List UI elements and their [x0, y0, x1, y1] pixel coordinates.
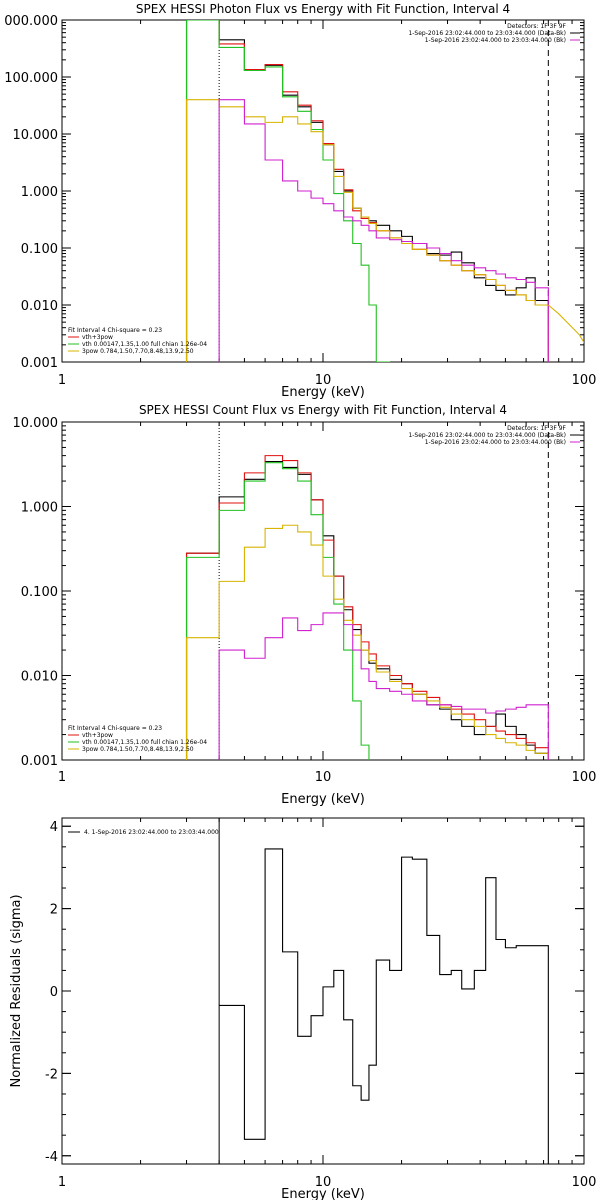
series-line-residuals [219, 848, 549, 1164]
y-axis-label: Normalized Residuals (sigma) [9, 894, 24, 1087]
series-group [219, 848, 549, 1164]
y-tick-label: 0.001 [21, 754, 58, 769]
legend-text: vth 0.00147,1.35,1.00 full chian 1.26e-0… [82, 341, 207, 348]
chart-title: SPEX HESSI Count Flux vs Energy with Fit… [139, 403, 507, 417]
plot-frame [61, 19, 585, 363]
series-line-data [185, 461, 549, 760]
y-tick-label: 10.000 [13, 128, 59, 143]
y-tick-label: -4 [45, 1150, 58, 1165]
y-tick-label: 4 [50, 820, 58, 835]
y-tick-label: 0 [50, 985, 58, 1000]
series-group [185, 455, 549, 760]
series-line-bk [218, 612, 549, 760]
series-line-vth+3pow [185, 455, 549, 760]
legend-text: 1-Sep-2016 23:02:44.000 to 23:03:44.000 … [425, 439, 566, 446]
x-tick-label: 100 [572, 770, 597, 785]
legend-text: 1-Sep-2016 23:02:44.000 to 23:03:44.000 … [408, 30, 566, 37]
y-tick-label: 0.001 [21, 356, 58, 371]
x-tick-label: 1 [58, 770, 66, 785]
legend-text: 3pow 0.784,1.50,7.70,8.48,13.9,2.50 [82, 348, 194, 355]
legend-text: vth+3pow [82, 334, 113, 341]
x-axis-label: Energy (keV) [281, 1187, 365, 1200]
y-tick-label: 0.010 [21, 299, 58, 314]
panel-2: SPEX HESSI Count Flux vs Energy with Fit… [13, 403, 597, 807]
y-tick-label: 1.000 [21, 185, 58, 200]
y-tick-label: -2 [45, 1067, 58, 1082]
legend-text: 1-Sep-2016 23:02:44.000 to 23:03:44.000 … [408, 432, 566, 439]
x-tick-label: 10 [315, 1175, 332, 1190]
x-tick-label: 100 [572, 373, 597, 388]
legend-text: Detectors: 1F 3F 9F [507, 425, 566, 432]
chart-title: SPEX HESSI Photon Flux vs Energy with Fi… [136, 2, 510, 16]
legend-text: vth+3pow [82, 732, 113, 739]
series-line-vth [185, 462, 370, 760]
legend-text: Detectors: 1F 3F 9F [507, 23, 566, 30]
x-tick-label: 10 [315, 373, 332, 388]
y-tick-label: 1.000 [21, 501, 58, 516]
legend-text: 1-Sep-2016 23:02:44.000 to 23:03:44.000 … [425, 37, 566, 44]
legend-text: Fit Interval 4 Chi-square = 0.23 [68, 327, 162, 334]
legend-text: 4. 1-Sep-2016 23:02:44.000 to 23:03:44.0… [84, 829, 219, 836]
series-line-3pow-extension [547, 304, 584, 343]
x-tick-label: 100 [572, 1175, 597, 1190]
y-tick-label: 10.000 [13, 416, 59, 431]
y-tick-label: 0.100 [21, 242, 58, 257]
panel-3: 1 10 100 Energy (keV) 4 2 0 -2 -4 Normalized Resi… [9, 817, 597, 1200]
y-tick-label: 100.000 [4, 71, 58, 86]
x-tick-label: 1 [58, 373, 66, 388]
legend-text: Fit Interval 4 Chi-square = 0.23 [68, 725, 162, 732]
x-axis-label: Energy (keV) [281, 385, 365, 400]
y-tick-label: 0.100 [21, 585, 58, 600]
y-tick-label: 2 [50, 903, 58, 918]
x-axis-label: Energy (keV) [281, 792, 365, 807]
series-line-3pow [185, 524, 549, 760]
legend-text: vth 0.00147,1.35,1.00 full chian 1.26e-0… [82, 739, 207, 746]
x-tick-label: 1 [58, 1175, 66, 1190]
x-tick-label: 10 [315, 770, 332, 785]
series-line-bk [218, 99, 549, 362]
series-group [185, 20, 584, 362]
series-line-data [185, 20, 549, 362]
legend-text: 3pow 0.784,1.50,7.70,8.48,13.9,2.50 [82, 746, 194, 753]
series-line-3pow [185, 99, 549, 362]
series-line-vth [185, 20, 391, 362]
y-tick-label: 0.010 [21, 670, 58, 685]
panel-1: SPEX HESSI Photon Flux vs Energy with Fi… [4, 2, 597, 400]
y-tick-label: 000.000 [4, 14, 58, 29]
